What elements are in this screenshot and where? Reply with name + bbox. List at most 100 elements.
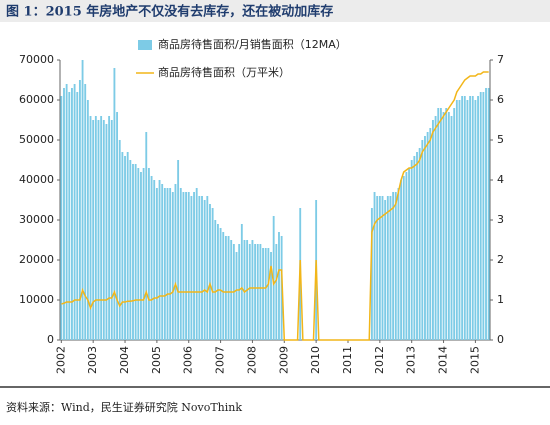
bar [100,116,103,340]
bar [416,152,418,340]
bar [137,168,140,340]
bar [437,108,440,340]
y-tick-label: 60000 [19,93,54,106]
y-tick-label: 20000 [19,253,54,266]
bar [89,116,92,340]
bar [198,196,201,340]
bar [84,84,87,340]
bar [485,88,487,340]
bar [254,244,257,340]
bar [155,188,158,340]
bar [256,244,259,340]
bar [169,188,172,340]
bar [405,172,408,340]
bar [219,228,222,340]
bar [108,116,111,340]
bar [264,248,267,340]
bar [397,188,400,340]
bar [230,240,233,340]
bar [78,80,81,340]
bar [195,188,198,340]
bar [408,168,410,340]
bar [132,164,134,340]
chart-title: 图 1：2015 年房地产不仅没有去库存，还在被动加库存 [6,4,333,20]
x-tick-label: 2014 [437,346,450,374]
y2-tick-label: 2 [497,253,504,266]
bar [206,196,209,340]
bar [224,236,227,340]
bar [248,244,251,340]
bar [378,196,381,340]
x-tick-label: 2015 [468,346,481,374]
x-tick-label: 2010 [309,346,322,374]
x-tick-label: 2003 [86,346,99,374]
y-tick-label: 30000 [19,213,54,226]
bar [447,112,450,340]
bar [434,116,437,340]
bar [384,200,387,340]
bar [474,100,477,340]
x-tick-label: 2012 [373,346,386,374]
bar [381,196,384,340]
y2-tick-label: 1 [497,293,504,306]
y-tick-label: 70000 [19,53,54,66]
bar [71,88,73,340]
bar [201,196,203,340]
bar [177,160,180,340]
bar [227,236,230,340]
bar [86,100,89,340]
bar [150,176,153,340]
bar [267,248,270,340]
legend-label: 商品房待售面积（万平米） [158,65,290,79]
bar [262,248,264,340]
x-tick-label: 2008 [245,346,258,374]
bar [439,108,442,340]
bar [158,180,161,340]
bar [121,152,124,340]
bar [272,216,275,340]
bar [410,160,413,340]
bar [445,108,448,340]
bar [142,168,145,340]
bar [217,224,219,340]
bar [370,208,373,340]
y2-tick-label: 0 [497,333,504,346]
bar [373,192,376,340]
x-tick-label: 2006 [182,346,195,374]
source: 资料来源：Wind，民生证券研究院 NovoThink [6,400,242,414]
x-tick-label: 2002 [54,346,67,374]
y-tick-label: 0 [47,333,54,346]
y-tick-label: 40000 [19,173,54,186]
x-tick-label: 2011 [341,346,354,374]
y2-tick-label: 5 [497,133,504,146]
bar [413,156,416,340]
bar [97,120,100,340]
bar [153,180,156,340]
bar [145,132,148,340]
bar [190,196,193,340]
y2-tick-label: 3 [497,213,504,226]
bar [68,92,71,340]
bar [166,188,169,340]
bar [455,100,458,340]
bar [450,116,453,340]
bar [238,244,241,340]
bar [185,192,188,340]
bar [453,108,456,340]
legend-swatch [138,40,152,50]
bar [394,192,397,340]
bar [376,196,379,340]
bar [193,192,195,340]
bar [134,164,137,340]
bar [92,120,95,340]
bar [463,96,466,340]
y-tick-label: 10000 [19,293,54,306]
bar [278,232,280,340]
bar [471,96,474,340]
bar [418,148,421,340]
bar [400,180,403,340]
bar [73,84,76,340]
bar [259,244,262,340]
bar [424,136,426,340]
